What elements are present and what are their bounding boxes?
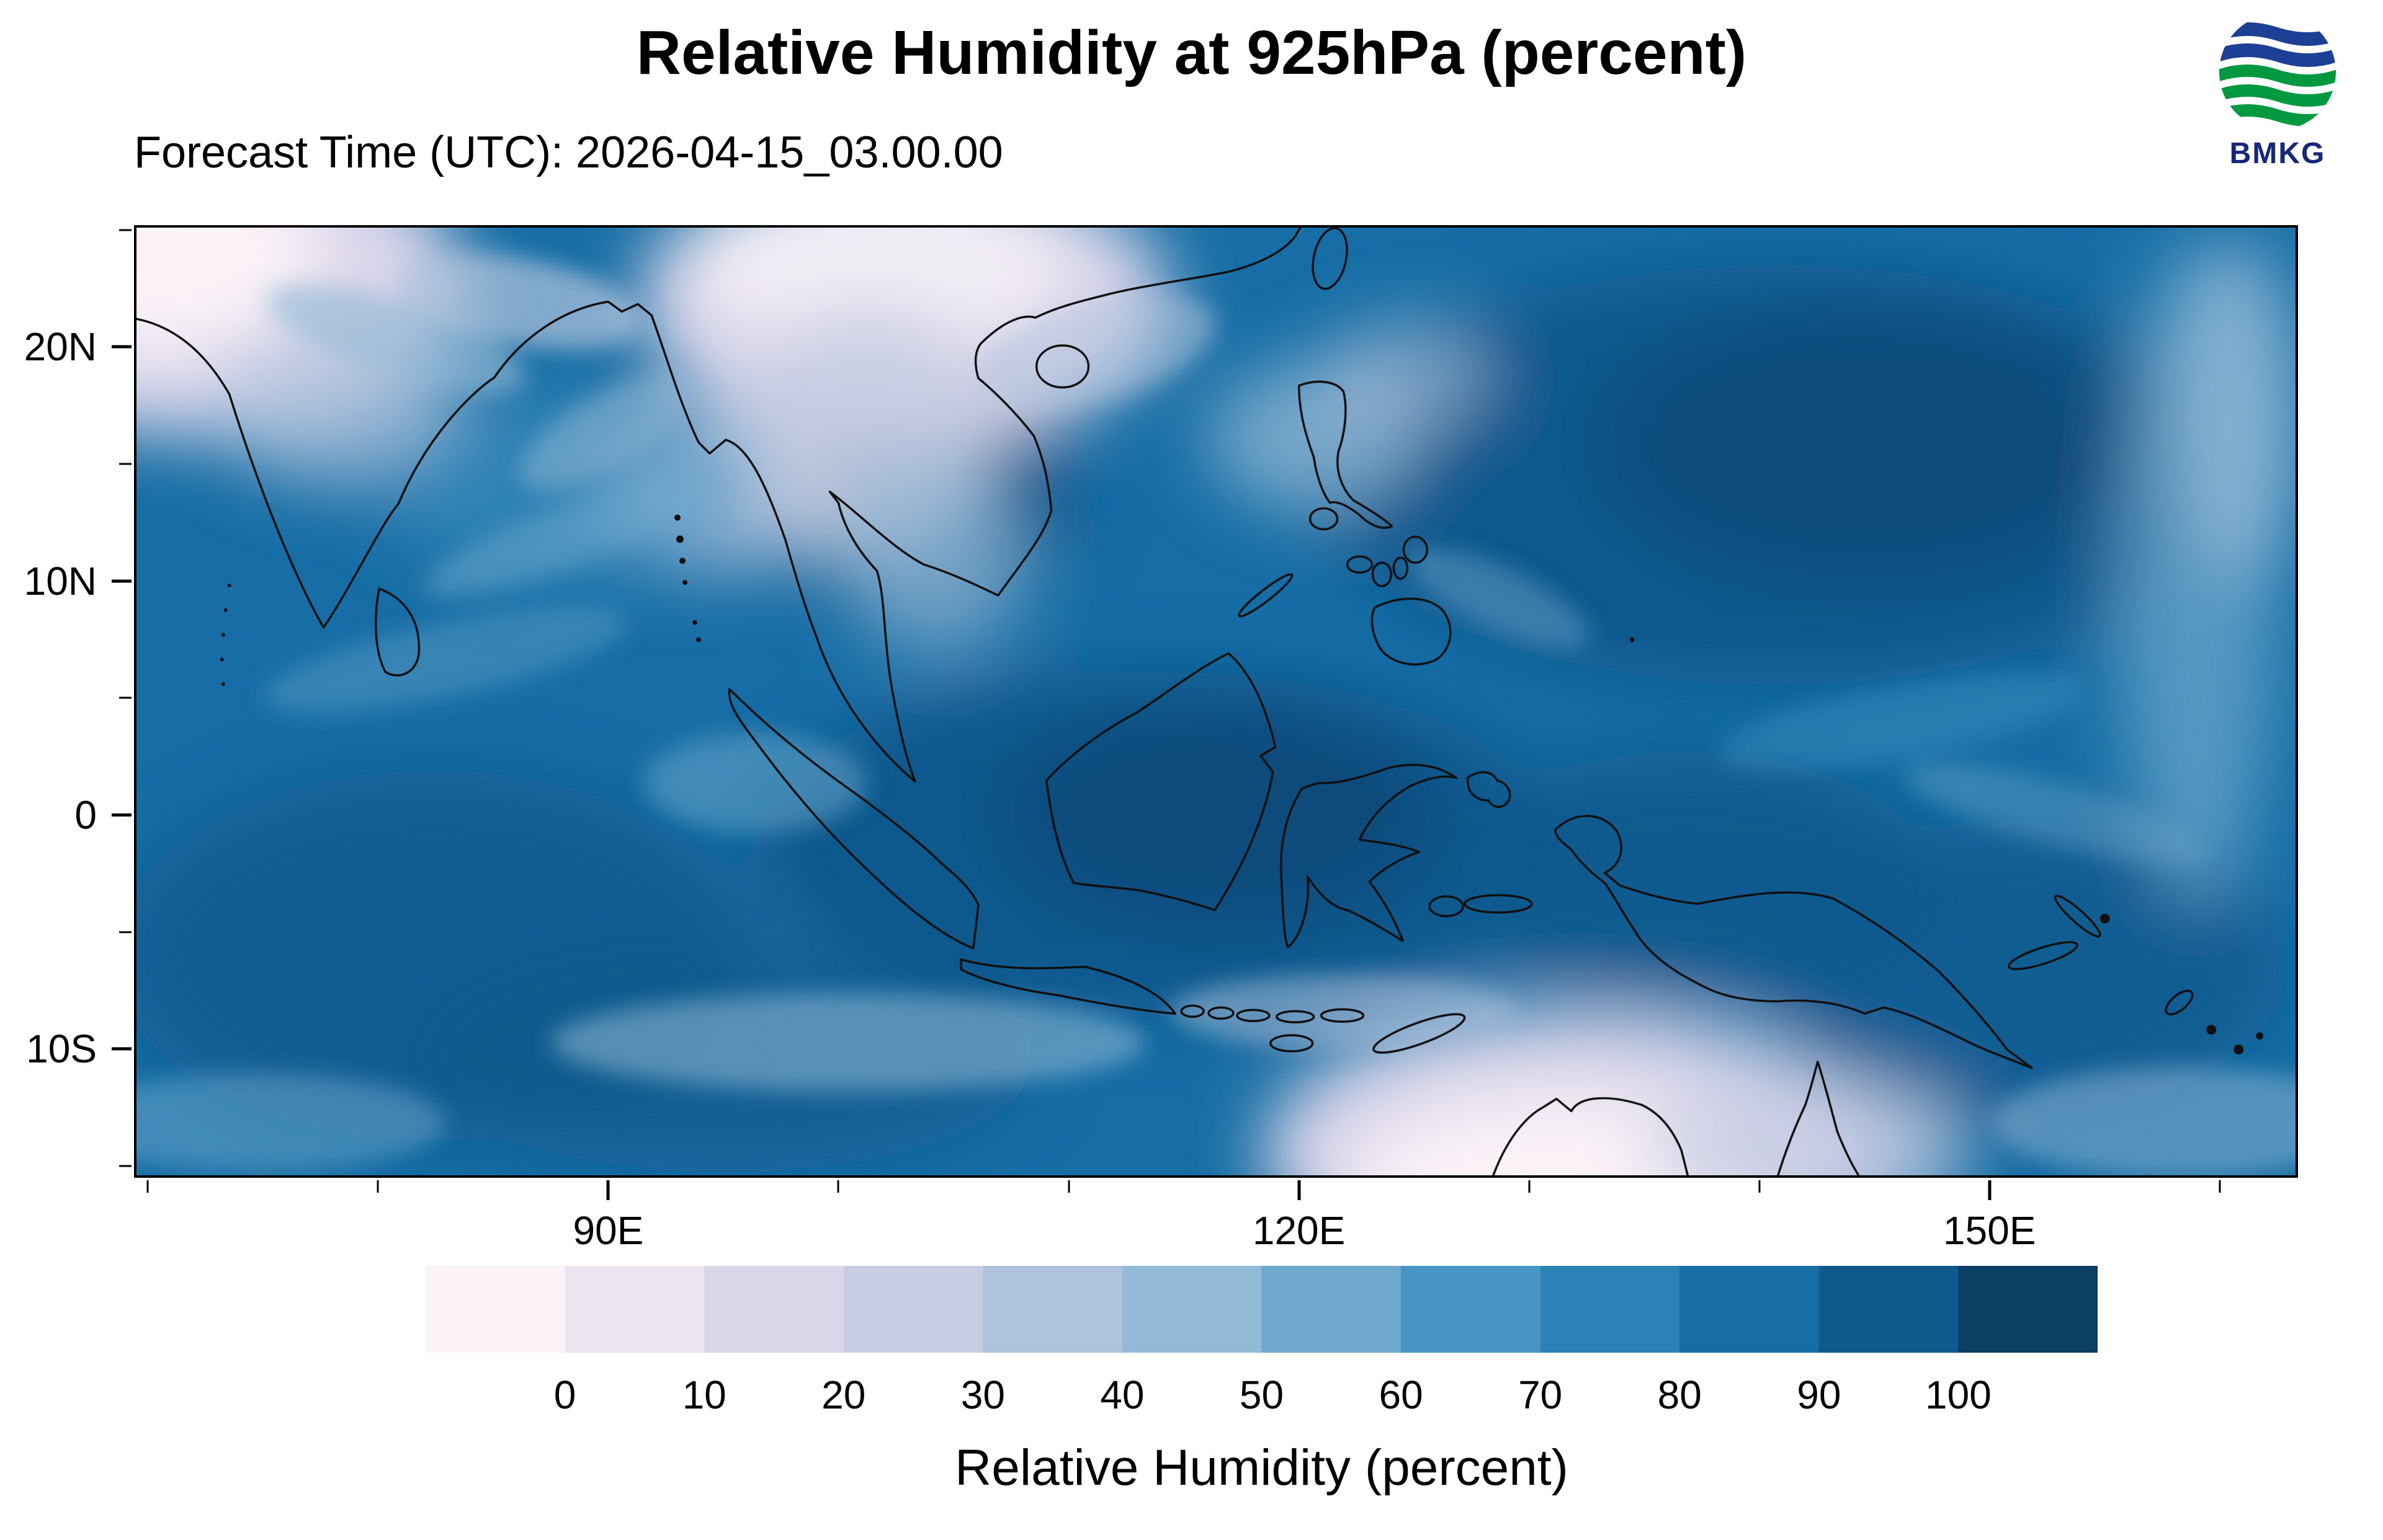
y-axis-minor-tick	[119, 229, 132, 231]
colorbar-tick-label: 100	[1925, 1373, 1992, 1417]
colorbar-cell	[426, 1266, 565, 1353]
x-axis-minor-tick	[2219, 1180, 2221, 1193]
small-islands	[220, 514, 2264, 1055]
bmkg-logo-icon	[2219, 14, 2336, 130]
y-axis-label: 10S	[26, 1026, 97, 1072]
page-title: Relative Humidity at 925hPa (percent)	[636, 18, 1747, 87]
y-axis-tick	[112, 813, 132, 817]
x-axis-minor-tick	[146, 1180, 149, 1193]
colorbar	[426, 1266, 2098, 1353]
x-axis-minor-tick	[837, 1180, 839, 1193]
colorbar-tick-label: 30	[960, 1373, 1005, 1417]
y-axis-minor-tick	[119, 463, 132, 465]
y-axis-tick	[112, 579, 132, 583]
bmkg-logo-text: BMKG	[2229, 137, 2326, 170]
colorbar-cell	[843, 1266, 983, 1353]
colorbar-tick-label: 10	[682, 1373, 727, 1417]
colorbar-cell	[1679, 1266, 1819, 1353]
y-axis-tick	[112, 345, 132, 349]
x-axis-tick	[606, 1180, 610, 1200]
colorbar-cell	[1261, 1266, 1402, 1353]
colorbar-tick-label: 60	[1379, 1373, 1423, 1417]
colorbar-cell	[704, 1266, 844, 1353]
x-axis-label: 90E	[573, 1208, 644, 1253]
colorbar-cell	[1540, 1266, 1680, 1353]
colorbar-cell	[1818, 1266, 1959, 1353]
x-axis-minor-tick	[1528, 1180, 1531, 1193]
colorbar-tick-label: 0	[553, 1373, 576, 1417]
x-axis-tick	[1297, 1180, 1301, 1200]
y-axis-label: 10N	[24, 558, 97, 603]
map-canvas	[134, 225, 2298, 1178]
y-axis-minor-tick	[119, 1165, 132, 1167]
y-axis-minor-tick	[119, 931, 132, 933]
colorbar-cell	[1958, 1266, 2098, 1353]
colorbar-tick-label: 80	[1657, 1373, 1702, 1417]
colorbar-tick-label: 40	[1100, 1373, 1145, 1417]
y-axis-minor-tick	[119, 697, 132, 699]
coastlines	[136, 228, 2194, 1175]
humidity-field-plot	[136, 228, 2296, 1175]
humidity-streaks	[136, 254, 2296, 1175]
colorbar-cell	[1122, 1266, 1262, 1353]
colorbar-tick-label: 70	[1518, 1373, 1563, 1417]
colorbar-tick-label: 90	[1797, 1373, 1841, 1417]
colorbar-tick-label: 20	[821, 1373, 866, 1417]
x-axis-minor-tick	[1068, 1180, 1070, 1193]
y-axis-label: 0	[74, 793, 97, 838]
colorbar-labels: 0 10 20 30 40 50 60 70 80 90 100	[426, 1372, 2098, 1422]
x-axis-minor-tick	[1758, 1180, 1761, 1193]
x-axis-tick	[1988, 1180, 1992, 1200]
humidity-shading	[136, 228, 2296, 1175]
y-axis-label: 20N	[24, 324, 97, 370]
colorbar-cell	[983, 1266, 1122, 1353]
y-axis-tick	[112, 1047, 132, 1051]
colorbar-caption: Relative Humidity (percent)	[955, 1440, 1568, 1496]
colorbar-cell	[1401, 1266, 1540, 1353]
colorbar-tick-label: 50	[1239, 1373, 1284, 1417]
x-axis-minor-tick	[377, 1180, 379, 1193]
forecast-time-label: Forecast Time (UTC): 2026-04-15_03.00.00	[134, 128, 1003, 177]
x-axis-label: 120E	[1252, 1208, 1346, 1253]
colorbar-cell	[565, 1266, 705, 1353]
bmkg-logo: BMKG	[2209, 10, 2346, 171]
x-axis-label: 150E	[1943, 1208, 2036, 1253]
